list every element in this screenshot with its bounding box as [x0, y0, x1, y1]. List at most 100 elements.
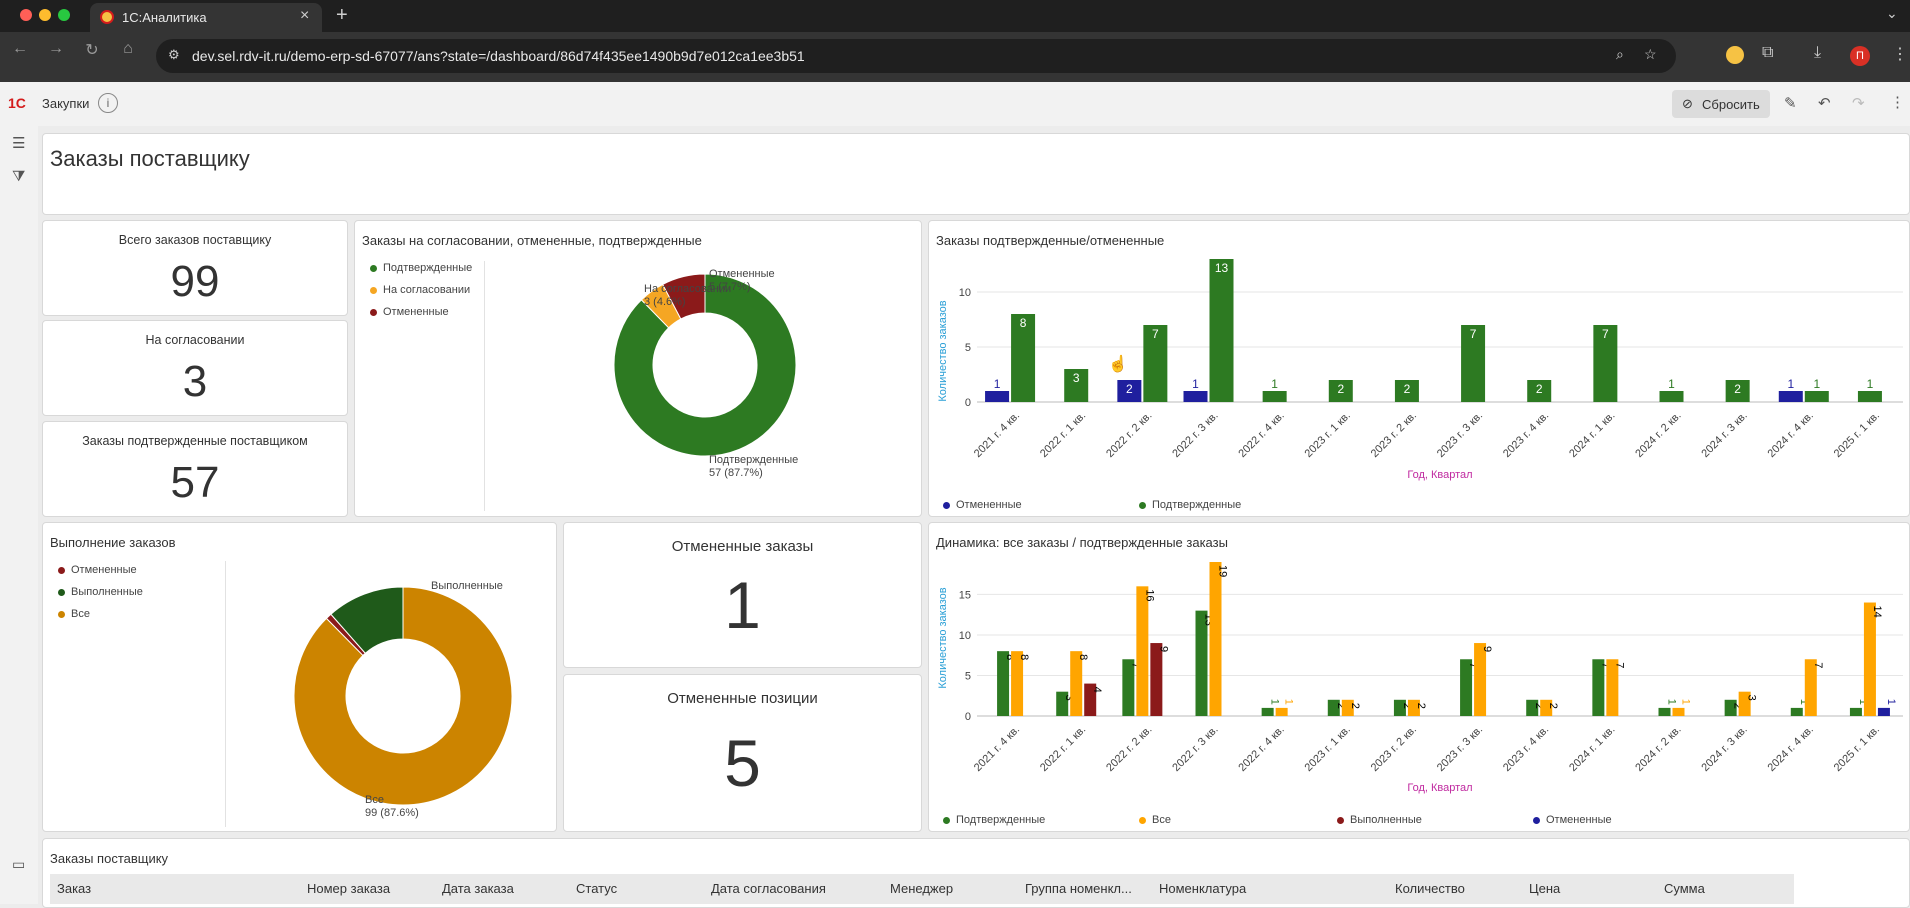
bar-Все[interactable] [1474, 643, 1487, 716]
site-info-icon[interactable]: ⚙ [168, 47, 180, 62]
home-icon[interactable]: ⌂ [123, 40, 133, 57]
bar-Подтвержденные[interactable] [997, 651, 1010, 716]
reset-button[interactable]: ⊘ Сбросить [1672, 90, 1770, 118]
bar-Отмененные[interactable] [1877, 707, 1890, 716]
bar-Все[interactable] [1209, 562, 1222, 716]
edit-icon[interactable]: ✎ [1784, 95, 1797, 112]
extension-1c-icon[interactable] [1726, 46, 1744, 64]
bar-Все[interactable] [1275, 707, 1288, 716]
list-icon[interactable]: ☰ [12, 135, 26, 152]
col-approval-date[interactable]: Дата согласования [711, 881, 826, 896]
bar-Подтвержденные[interactable] [1195, 610, 1208, 716]
more-menu-icon[interactable]: ⋮ [1890, 94, 1905, 111]
bar-Подтвержденные[interactable] [1064, 369, 1089, 402]
bar-Отмененные[interactable] [985, 391, 1010, 402]
undo-icon[interactable]: ↶ [1818, 95, 1831, 112]
forward-icon[interactable]: → [48, 40, 64, 57]
bar-Подтвержденные[interactable] [1804, 391, 1829, 402]
bookmark-star-icon[interactable]: ☆ [1644, 46, 1657, 62]
zoom-icon[interactable]: ⌕ [1616, 46, 1624, 62]
bar-Подтвержденные[interactable] [1143, 325, 1168, 402]
browser-tab[interactable]: 1С:Аналитика × [90, 3, 322, 32]
bar-Все[interactable] [1070, 651, 1083, 716]
col-sum[interactable]: Сумма [1664, 881, 1705, 896]
pie-slice-done[interactable] [330, 586, 404, 654]
bar-Все[interactable] [1672, 707, 1685, 716]
bar-Подтвержденные[interactable] [1460, 659, 1473, 716]
bar-Подтвержденные[interactable] [1725, 380, 1750, 402]
panel-icon[interactable]: ▭ [12, 856, 26, 872]
exec-legend-cancelled[interactable]: Отмененные [58, 564, 137, 576]
bar-Подтвержденные[interactable] [1262, 391, 1287, 402]
tab-search-icon[interactable]: ⌄ [1886, 5, 1898, 21]
bar-Отмененные[interactable] [1778, 391, 1803, 402]
close-window-button[interactable] [20, 9, 32, 21]
new-tab-button[interactable]: + [336, 4, 348, 26]
bar-Все[interactable] [1606, 659, 1619, 716]
pie-slice-cancelled[interactable] [662, 273, 706, 320]
col-order[interactable]: Заказ [57, 881, 92, 896]
col-product[interactable]: Номенклатура [1159, 881, 1247, 896]
redo-icon[interactable]: ↷ [1852, 95, 1865, 112]
bar-Все[interactable] [1011, 651, 1024, 716]
bar2-legend-all[interactable]: Все [1139, 814, 1171, 826]
bar-Выполненные[interactable] [1150, 643, 1163, 716]
bar-Все[interactable] [1341, 699, 1354, 716]
profile-avatar[interactable]: П [1850, 46, 1870, 66]
downloads-icon[interactable]: ⤓ [1814, 44, 1822, 61]
col-product-group[interactable]: Группа номенкл... [1025, 881, 1132, 896]
bar2-legend-done[interactable]: Выполненные [1337, 814, 1422, 826]
extensions-icon[interactable]: ⧉ [1762, 44, 1774, 61]
exec-legend-all[interactable]: Все [58, 608, 90, 620]
bar-Подтвержденные[interactable] [1658, 707, 1671, 716]
legend-confirmed[interactable]: Подтвержденные [370, 262, 472, 274]
col-quantity[interactable]: Количество [1395, 881, 1465, 896]
bar-Подтвержденные[interactable] [1724, 699, 1737, 716]
bar-Подтвержденные[interactable] [1056, 691, 1069, 716]
bar-Подтвержденные[interactable] [1261, 707, 1274, 716]
bar-Все[interactable] [1863, 602, 1876, 716]
bar-Все[interactable] [1804, 659, 1817, 716]
bar2-legend-cancelled[interactable]: Отмененные [1533, 814, 1612, 826]
bar-Подтвержденные[interactable] [1849, 707, 1862, 716]
bar-Отмененные[interactable] [1117, 380, 1142, 402]
browser-menu-icon[interactable]: ⋮ [1892, 46, 1908, 63]
exec-legend-done[interactable]: Выполненные [58, 586, 143, 598]
logo-1c[interactable]: 1С [8, 95, 26, 111]
bar-Подтвержденные[interactable] [1461, 325, 1486, 402]
bar-Подтвержденные[interactable] [1592, 659, 1605, 716]
reload-icon[interactable]: ↻ [85, 42, 99, 59]
bar-Подтвержденные[interactable] [1328, 380, 1353, 402]
bar2-legend-confirmed[interactable]: Подтвержденные [943, 814, 1045, 826]
minimize-window-button[interactable] [39, 9, 51, 21]
bar-Подтвержденные[interactable] [1527, 380, 1552, 402]
address-bar[interactable]: ⚙ dev.sel.rdv-it.ru/demo-erp-sd-67077/an… [156, 39, 1676, 73]
close-tab-icon[interactable]: × [300, 7, 310, 24]
bar-Отмененные[interactable] [1183, 391, 1208, 402]
bar-Все[interactable] [1136, 586, 1149, 716]
col-order-number[interactable]: Номер заказа [307, 881, 391, 896]
bar-Подтвержденные[interactable] [1011, 314, 1036, 402]
col-order-date[interactable]: Дата заказа [442, 881, 514, 896]
legend-cancelled[interactable]: Отмененные [370, 306, 449, 318]
bar-Подтвержденные[interactable] [1393, 699, 1406, 716]
bar-Подтвержденные[interactable] [1526, 699, 1539, 716]
bar-Подтвержденные[interactable] [1327, 699, 1340, 716]
bar1-legend-cancelled[interactable]: Отмененные [943, 499, 1022, 511]
pie-slice-confirmed[interactable] [613, 273, 797, 457]
bar-Все[interactable] [1738, 691, 1751, 716]
maximize-window-button[interactable] [58, 9, 70, 21]
pie-slice-all[interactable] [293, 586, 513, 806]
bar-Все[interactable] [1540, 699, 1553, 716]
bar-Подтвержденные[interactable] [1593, 325, 1618, 402]
bar-Подтвержденные[interactable] [1659, 391, 1684, 402]
bar-Все[interactable] [1407, 699, 1420, 716]
col-price[interactable]: Цена [1529, 881, 1561, 896]
bar-Подтвержденные[interactable] [1209, 259, 1234, 402]
bar-Подтвержденные[interactable] [1857, 391, 1882, 402]
bar-Подтвержденные[interactable] [1790, 707, 1803, 716]
bar-Подтвержденные[interactable] [1122, 659, 1135, 716]
col-manager[interactable]: Менеджер [890, 881, 954, 896]
bar1-legend-confirmed[interactable]: Подтвержденные [1139, 499, 1241, 511]
filter-icon[interactable]: ⧩ [12, 168, 26, 185]
